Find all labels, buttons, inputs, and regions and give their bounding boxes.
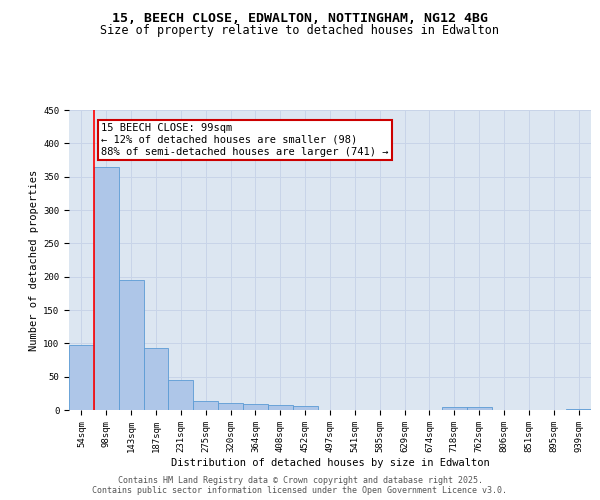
Y-axis label: Number of detached properties: Number of detached properties	[29, 170, 39, 350]
Bar	[293, 406, 317, 410]
Text: 15 BEECH CLOSE: 99sqm
← 12% of detached houses are smaller (98)
88% of semi-deta: 15 BEECH CLOSE: 99sqm ← 12% of detached …	[101, 124, 389, 156]
Bar	[69, 344, 94, 410]
X-axis label: Distribution of detached houses by size in Edwalton: Distribution of detached houses by size …	[170, 458, 490, 468]
Bar	[193, 402, 218, 410]
Bar	[566, 408, 591, 410]
Bar	[119, 280, 143, 410]
Text: Contains HM Land Registry data © Crown copyright and database right 2025.
Contai: Contains HM Land Registry data © Crown c…	[92, 476, 508, 495]
Text: Size of property relative to detached houses in Edwalton: Size of property relative to detached ho…	[101, 24, 499, 37]
Bar	[467, 406, 491, 410]
Text: 15, BEECH CLOSE, EDWALTON, NOTTINGHAM, NG12 4BG: 15, BEECH CLOSE, EDWALTON, NOTTINGHAM, N…	[112, 12, 488, 26]
Bar	[442, 408, 467, 410]
Bar	[243, 404, 268, 410]
Bar	[268, 406, 293, 410]
Bar	[218, 404, 243, 410]
Bar	[169, 380, 193, 410]
Bar	[94, 166, 119, 410]
Bar	[143, 348, 169, 410]
